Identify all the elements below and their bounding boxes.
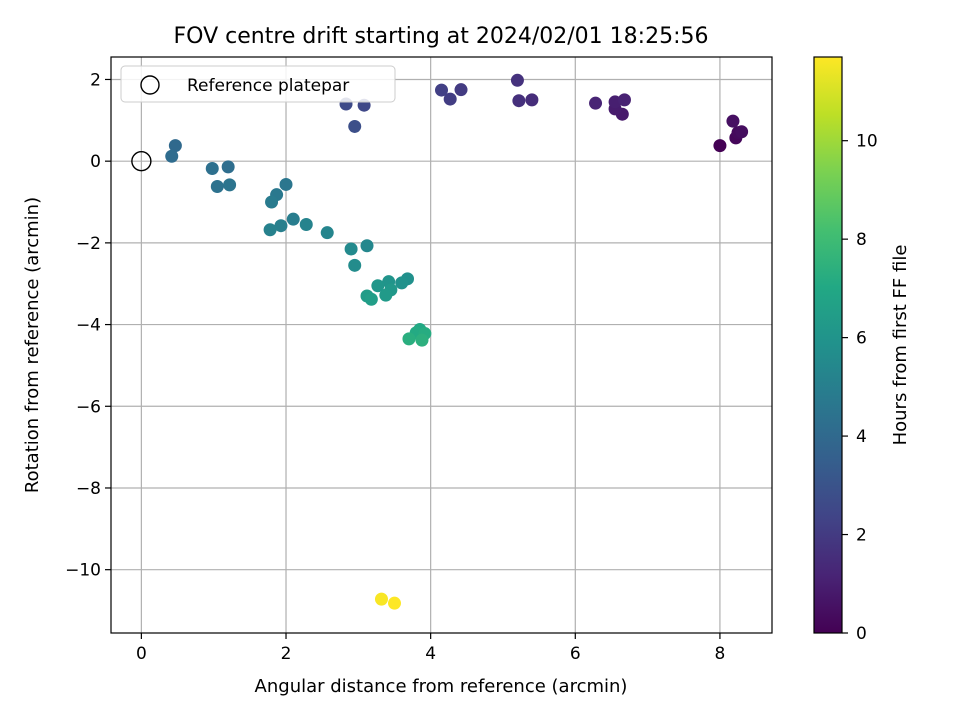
data-point bbox=[348, 258, 362, 272]
data-points bbox=[165, 73, 749, 610]
data-point bbox=[510, 73, 524, 87]
data-point bbox=[360, 239, 374, 253]
colorbar-frame bbox=[813, 56, 843, 634]
data-point bbox=[205, 162, 219, 176]
y-tick-label: −8 bbox=[76, 479, 101, 499]
legend-marker-icon bbox=[140, 75, 160, 95]
reference-marker bbox=[131, 150, 152, 172]
colorbar-ticks: 0 2 4 6 8 10 bbox=[842, 132, 878, 644]
data-point bbox=[210, 179, 224, 193]
data-point bbox=[221, 160, 235, 174]
data-point bbox=[374, 592, 388, 606]
data-point bbox=[435, 83, 448, 97]
grid-lines bbox=[111, 57, 772, 633]
colorbar-tick-label: 4 bbox=[856, 427, 867, 447]
data-point bbox=[279, 177, 293, 191]
data-point bbox=[443, 92, 457, 106]
data-point bbox=[371, 279, 385, 293]
data-point bbox=[713, 139, 727, 153]
data-point bbox=[379, 288, 393, 302]
data-point bbox=[263, 223, 277, 237]
y-tick-label: −6 bbox=[76, 397, 101, 417]
legend-box bbox=[120, 65, 396, 103]
data-point bbox=[223, 178, 237, 192]
x-axis-label: Angular distance from reference (arcmin) bbox=[255, 676, 628, 697]
data-point bbox=[364, 292, 378, 306]
data-point bbox=[525, 93, 539, 107]
y-axis-label: Rotation from reference (arcmin) bbox=[22, 197, 43, 493]
data-point bbox=[726, 114, 740, 128]
colorbar-tick-label: 2 bbox=[856, 526, 867, 546]
colorbar-gradient bbox=[814, 57, 842, 633]
x-tick-label: 2 bbox=[281, 644, 292, 664]
data-point bbox=[589, 96, 603, 110]
plot-frame bbox=[110, 56, 773, 634]
data-point bbox=[344, 242, 358, 256]
x-tick-label: 6 bbox=[570, 644, 581, 664]
data-point bbox=[735, 125, 749, 139]
data-point bbox=[512, 94, 526, 108]
y-tick-label: −2 bbox=[76, 234, 101, 254]
colorbar-tick-label: 6 bbox=[856, 329, 867, 349]
data-point bbox=[299, 217, 313, 231]
y-tick-label: −10 bbox=[65, 561, 101, 581]
data-point bbox=[348, 119, 362, 133]
data-point bbox=[395, 276, 409, 290]
data-point bbox=[454, 83, 468, 97]
y-tick-label: 0 bbox=[90, 152, 101, 172]
data-point bbox=[286, 212, 300, 226]
data-point bbox=[415, 333, 429, 347]
data-point bbox=[402, 332, 416, 346]
y-tick-label: −4 bbox=[76, 316, 101, 336]
data-point bbox=[274, 219, 288, 233]
colorbar-tick-label: 8 bbox=[856, 230, 867, 250]
x-tick-label: 0 bbox=[136, 644, 147, 664]
colorbar-label: Hours from first FF file bbox=[890, 245, 911, 446]
data-point bbox=[265, 195, 279, 209]
data-point bbox=[165, 149, 179, 163]
data-point bbox=[387, 596, 401, 610]
x-tick-label: 8 bbox=[715, 644, 726, 664]
legend-label: Reference platepar bbox=[187, 76, 349, 96]
colorbar: 0 2 4 6 8 10 Hours from first FF file bbox=[813, 56, 911, 644]
x-tick-label: 4 bbox=[425, 644, 436, 664]
data-point bbox=[617, 93, 631, 107]
colorbar-tick-label: 10 bbox=[856, 132, 878, 152]
chart-title: FOV centre drift starting at 2024/02/01 … bbox=[174, 24, 709, 49]
x-axis-ticks: 0 2 4 6 8 bbox=[136, 633, 725, 664]
data-point bbox=[320, 226, 334, 240]
colorbar-tick-label: 0 bbox=[856, 624, 867, 644]
reference-point bbox=[131, 150, 152, 172]
legend: Reference platepar bbox=[120, 65, 396, 103]
y-axis-ticks: 2 0 −2 −4 −6 −8 −10 bbox=[65, 70, 111, 581]
data-point bbox=[168, 139, 182, 153]
y-tick-label: 2 bbox=[90, 70, 101, 90]
